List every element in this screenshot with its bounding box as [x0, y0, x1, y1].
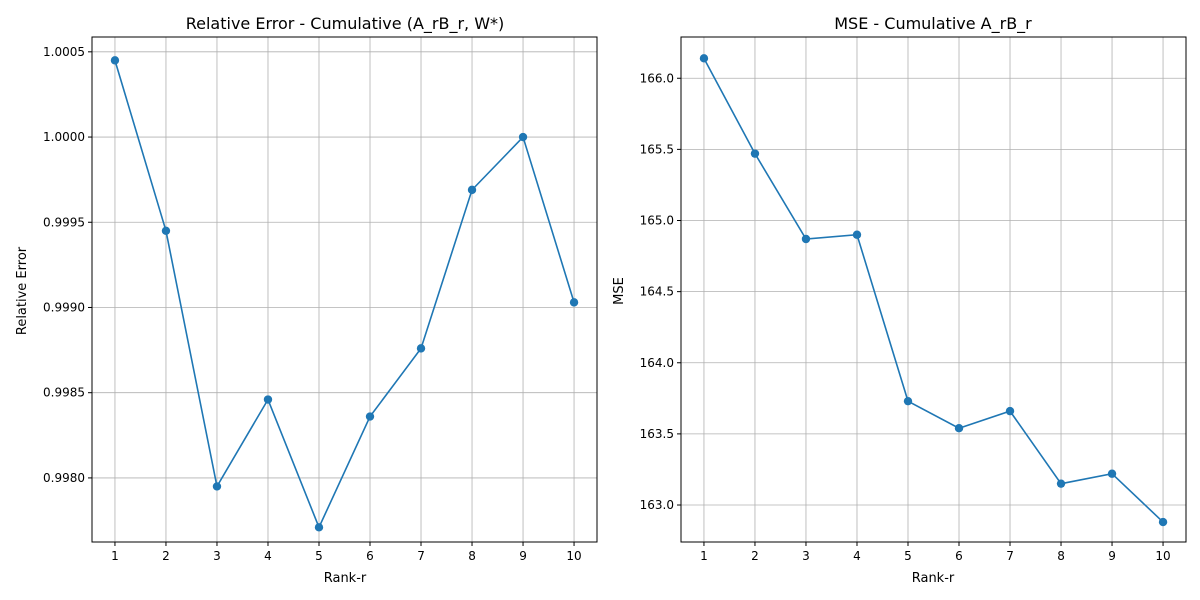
data-point	[903, 396, 913, 406]
x-tick-label: 7	[417, 549, 425, 563]
x-ticks: 1 2 3 4 5 6 7 8 9 10	[700, 542, 1171, 563]
x-tick-label: 6	[955, 549, 963, 563]
data-point	[110, 56, 120, 65]
x-tick-label: 4	[264, 549, 272, 563]
data-point	[161, 226, 171, 235]
data-point	[801, 234, 811, 244]
y-axis-label: MSE	[612, 277, 627, 305]
y-ticks: 163.0 163.5 164.0 164.5 165.0 165.5 166.0	[640, 71, 681, 512]
y-tick-label: 163.5	[640, 427, 674, 441]
x-tick-label: 2	[162, 549, 170, 563]
data-point	[1005, 406, 1015, 416]
grid	[681, 37, 1186, 542]
x-axis-label: Rank-r	[324, 571, 367, 586]
y-tick-label: 165.0	[640, 214, 674, 228]
relative-error-chart: Relative Error - Cumulative (A_rB_r, W*)…	[15, 14, 598, 586]
data-point	[1107, 469, 1117, 478]
data-point	[1158, 517, 1168, 527]
plot-frame	[91, 36, 598, 543]
x-tick-label: 9	[519, 549, 527, 563]
y-tick-label: 0.9995	[43, 215, 85, 229]
x-tick-label: 8	[1057, 549, 1065, 563]
x-tick-label: 5	[315, 549, 323, 563]
y-tick-label: 163.0	[640, 498, 674, 512]
y-tick-label: 1.0000	[43, 130, 85, 144]
plot-frame	[680, 36, 1187, 543]
chart-title: MSE - Cumulative A_rB_r	[834, 14, 1032, 34]
x-tick-label: 3	[213, 549, 221, 563]
data-point	[699, 54, 709, 63]
x-ticks: 1 2 3 4 5 6 7 8 9 10	[111, 542, 582, 563]
x-tick-label: 7	[1006, 549, 1014, 563]
y-tick-label: 0.9990	[43, 300, 85, 314]
x-tick-label: 1	[700, 549, 708, 563]
x-tick-label: 3	[802, 549, 810, 563]
data-point	[1056, 479, 1066, 488]
data-point	[365, 412, 375, 421]
x-tick-label: 9	[1108, 549, 1116, 563]
y-axis-label: Relative Error	[15, 246, 30, 335]
y-tick-label: 0.9980	[43, 471, 85, 485]
data-point	[314, 523, 324, 532]
data-point	[852, 230, 862, 239]
grid	[92, 37, 597, 542]
data-point	[750, 149, 760, 158]
series	[110, 56, 579, 532]
y-tick-label: 1.0005	[43, 45, 85, 59]
x-tick-label: 8	[468, 549, 476, 563]
data-point	[569, 298, 579, 307]
data-point	[467, 185, 477, 195]
series	[699, 54, 1168, 527]
x-tick-label: 2	[751, 549, 759, 563]
x-tick-label: 6	[366, 549, 374, 563]
x-tick-label: 4	[853, 549, 861, 563]
data-point	[416, 344, 426, 353]
data-point	[212, 482, 222, 491]
data-point	[263, 395, 273, 404]
y-tick-label: 165.5	[640, 142, 674, 156]
mse-chart: MSE - Cumulative A_rB_r Rank-r MSE 1 2 3 4 5…	[612, 14, 1187, 586]
y-tick-label: 166.0	[640, 71, 674, 85]
chart-title: Relative Error - Cumulative (A_rB_r, W*)	[186, 14, 505, 34]
series-line	[114, 60, 575, 530]
data-point	[518, 132, 528, 142]
series-line	[703, 57, 1164, 523]
data-point	[954, 423, 964, 433]
x-axis-label: Rank-r	[912, 571, 955, 586]
x-tick-label: 5	[904, 549, 912, 563]
y-tick-label: 164.5	[640, 285, 674, 299]
y-ticks: 0.9980 0.9985 0.9990 0.9995 1.0000 1.0005	[43, 45, 92, 485]
y-tick-label: 164.0	[640, 356, 674, 370]
y-tick-label: 0.9985	[43, 386, 85, 400]
x-tick-label: 10	[566, 549, 581, 563]
x-tick-label: 10	[1155, 549, 1170, 563]
x-tick-label: 1	[111, 549, 119, 563]
